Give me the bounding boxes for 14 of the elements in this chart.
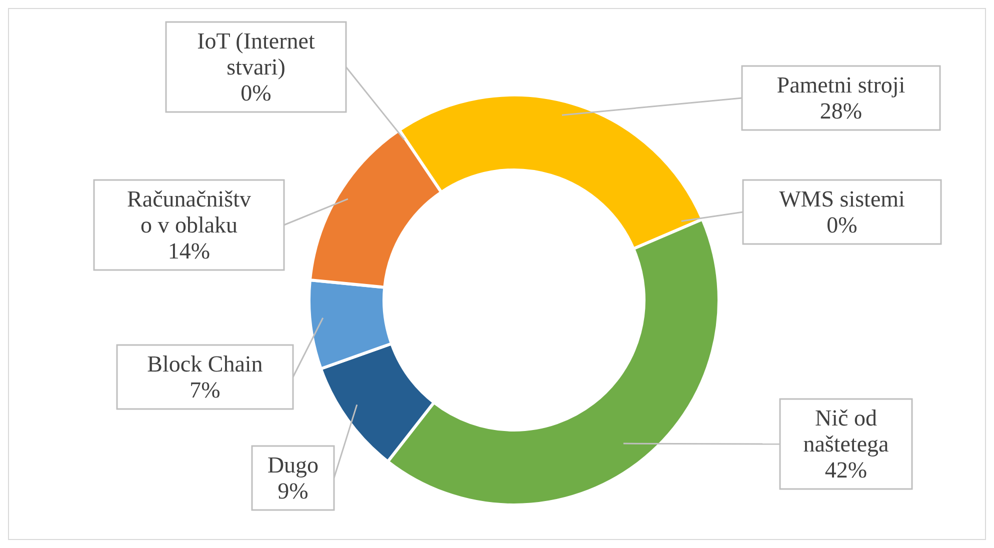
data-label: 7%	[190, 377, 220, 402]
data-label: 28%	[820, 98, 862, 124]
data-label: 42%	[824, 457, 868, 482]
slice-label: Računačništvo v oblaku	[127, 186, 252, 238]
slice-label: Dugo	[267, 452, 319, 478]
category-label: WMS sistemi	[779, 186, 905, 212]
data-label: 9%	[278, 478, 308, 504]
slice-label: Pametni stroji	[776, 72, 906, 98]
text: 0%	[826, 212, 858, 238]
slice-label: Block Chain	[147, 351, 264, 376]
category-label: IoT (Internet stvari)	[197, 28, 315, 80]
data-label: 14%	[168, 238, 210, 264]
slice-label: Nič od naštetega	[803, 405, 889, 456]
text: 0%	[240, 80, 272, 106]
